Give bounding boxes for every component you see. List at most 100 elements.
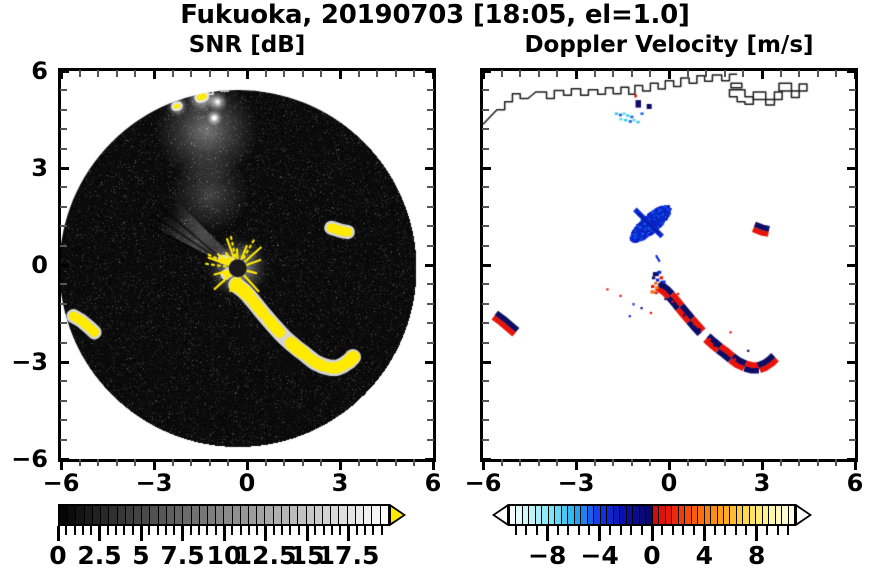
x-tick-major <box>853 459 857 470</box>
x-tick-major-top <box>152 68 156 79</box>
y-tick-minor-right <box>427 147 434 150</box>
doppler-plot-area[interactable] <box>480 68 858 462</box>
x-tick-minor <box>376 459 379 466</box>
colorbar-segment <box>183 506 192 524</box>
y-tick-minor-right <box>427 283 434 286</box>
x-tick-minor <box>190 459 193 466</box>
x-tick-minor-top <box>686 70 689 77</box>
x-tick-minor <box>686 459 689 466</box>
colorbar-segment <box>717 506 724 524</box>
y-tick-major <box>480 263 491 267</box>
y-tick-minor <box>482 89 489 92</box>
y-tick-minor-right <box>427 302 434 305</box>
colorbar-tick-minor <box>131 526 134 535</box>
colorbar-tick-minor <box>692 526 695 535</box>
y-tick-minor-right <box>849 399 856 402</box>
y-tick-minor <box>60 186 67 189</box>
colorbar-segment <box>685 506 692 524</box>
y-tick-minor <box>60 399 67 402</box>
x-tick-minor-top <box>357 70 360 77</box>
colorbar-segment <box>240 506 250 524</box>
colorbar-tick-major <box>56 526 60 541</box>
y-tick-minor-right <box>427 438 434 441</box>
y-tick-minor <box>60 108 67 111</box>
colorbar-tick-minor <box>173 526 176 535</box>
colorbar-segment <box>756 506 763 524</box>
y-tick-major <box>58 360 69 364</box>
colorbar-segment <box>232 506 241 524</box>
x-tick-minor-top <box>798 70 801 77</box>
x-tick-label: 3 <box>753 469 771 497</box>
colorbar-tick-minor <box>514 526 517 535</box>
x-tick-minor-top <box>779 70 782 77</box>
x-tick-minor-top <box>649 70 652 77</box>
colorbar-tick-minor <box>106 526 109 535</box>
doppler-colorbar[interactable] <box>492 504 812 526</box>
y-tick-minor <box>60 128 67 131</box>
colorbar-tick-major <box>181 526 184 541</box>
colorbar-segment <box>594 506 601 524</box>
colorbar-tick-minor <box>630 526 633 535</box>
colorbar-segment <box>574 506 582 524</box>
colorbar-tick-minor <box>281 526 284 535</box>
snr-plot-area[interactable] <box>58 68 436 462</box>
colorbar-segment <box>224 506 233 524</box>
x-tick-major <box>760 459 764 470</box>
colorbar-tick-minor <box>588 526 591 535</box>
x-tick-minor <box>171 459 174 466</box>
colorbar-tick-major <box>98 526 101 541</box>
colorbar-tick-minor <box>734 526 737 535</box>
colorbar-tick-minor <box>661 526 664 535</box>
snr-colorbar[interactable] <box>58 504 406 526</box>
colorbar-tick-label: −8 <box>528 541 567 570</box>
x-tick-minor-top <box>115 70 118 77</box>
colorbar-segment <box>216 506 225 524</box>
colorbar-segment <box>166 506 176 524</box>
y-tick-major-right <box>847 166 858 170</box>
x-tick-minor <box>798 459 801 466</box>
colorbar-tick-minor <box>81 526 84 535</box>
x-tick-label: 6 <box>846 469 864 497</box>
colorbar-segment <box>314 506 323 524</box>
x-tick-minor-top <box>190 70 193 77</box>
panel-title-doppler: Doppler Velocity [m/s] <box>524 32 814 58</box>
x-tick-minor-top <box>134 70 137 77</box>
y-tick-minor-right <box>849 438 856 441</box>
colorbar-segment <box>257 506 266 524</box>
x-tick-major <box>431 459 435 470</box>
colorbar-tick-minor <box>123 526 126 535</box>
colorbar-segment <box>620 506 627 524</box>
colorbar-gradient[interactable] <box>58 504 390 526</box>
y-tick-minor-right <box>427 186 434 189</box>
y-tick-minor <box>60 419 67 422</box>
y-tick-minor <box>60 438 67 441</box>
colorbar-gradient[interactable] <box>508 504 796 526</box>
x-tick-minor <box>519 459 522 466</box>
x-tick-minor <box>593 459 596 466</box>
y-tick-minor-right <box>427 89 434 92</box>
y-tick-minor <box>60 89 67 92</box>
x-tick-minor-top <box>500 70 503 77</box>
colorbar-tick-minor <box>65 526 68 535</box>
y-tick-minor <box>60 147 67 150</box>
x-tick-major-top <box>481 68 485 79</box>
x-tick-major-top <box>431 68 435 79</box>
colorbar-segment <box>101 506 110 524</box>
colorbar-segment <box>117 506 126 524</box>
colorbar-tick-minor <box>776 526 779 535</box>
x-tick-minor <box>779 459 782 466</box>
colorbar-tick-label: 7.5 <box>160 541 205 570</box>
colorbar-tick-minor <box>247 526 250 535</box>
x-tick-label: 6 <box>424 469 442 497</box>
colorbar-tick-minor <box>322 526 325 535</box>
y-tick-minor <box>60 205 67 208</box>
colorbar-segment <box>743 506 750 524</box>
y-tick-minor <box>482 322 489 325</box>
x-tick-minor <box>208 459 211 466</box>
colorbar-segment <box>639 506 647 524</box>
colorbar-segment <box>775 506 783 524</box>
x-tick-major <box>574 459 578 470</box>
colorbar-tick-minor <box>724 526 727 535</box>
x-tick-major-top <box>853 68 857 79</box>
y-tick-minor <box>60 380 67 383</box>
